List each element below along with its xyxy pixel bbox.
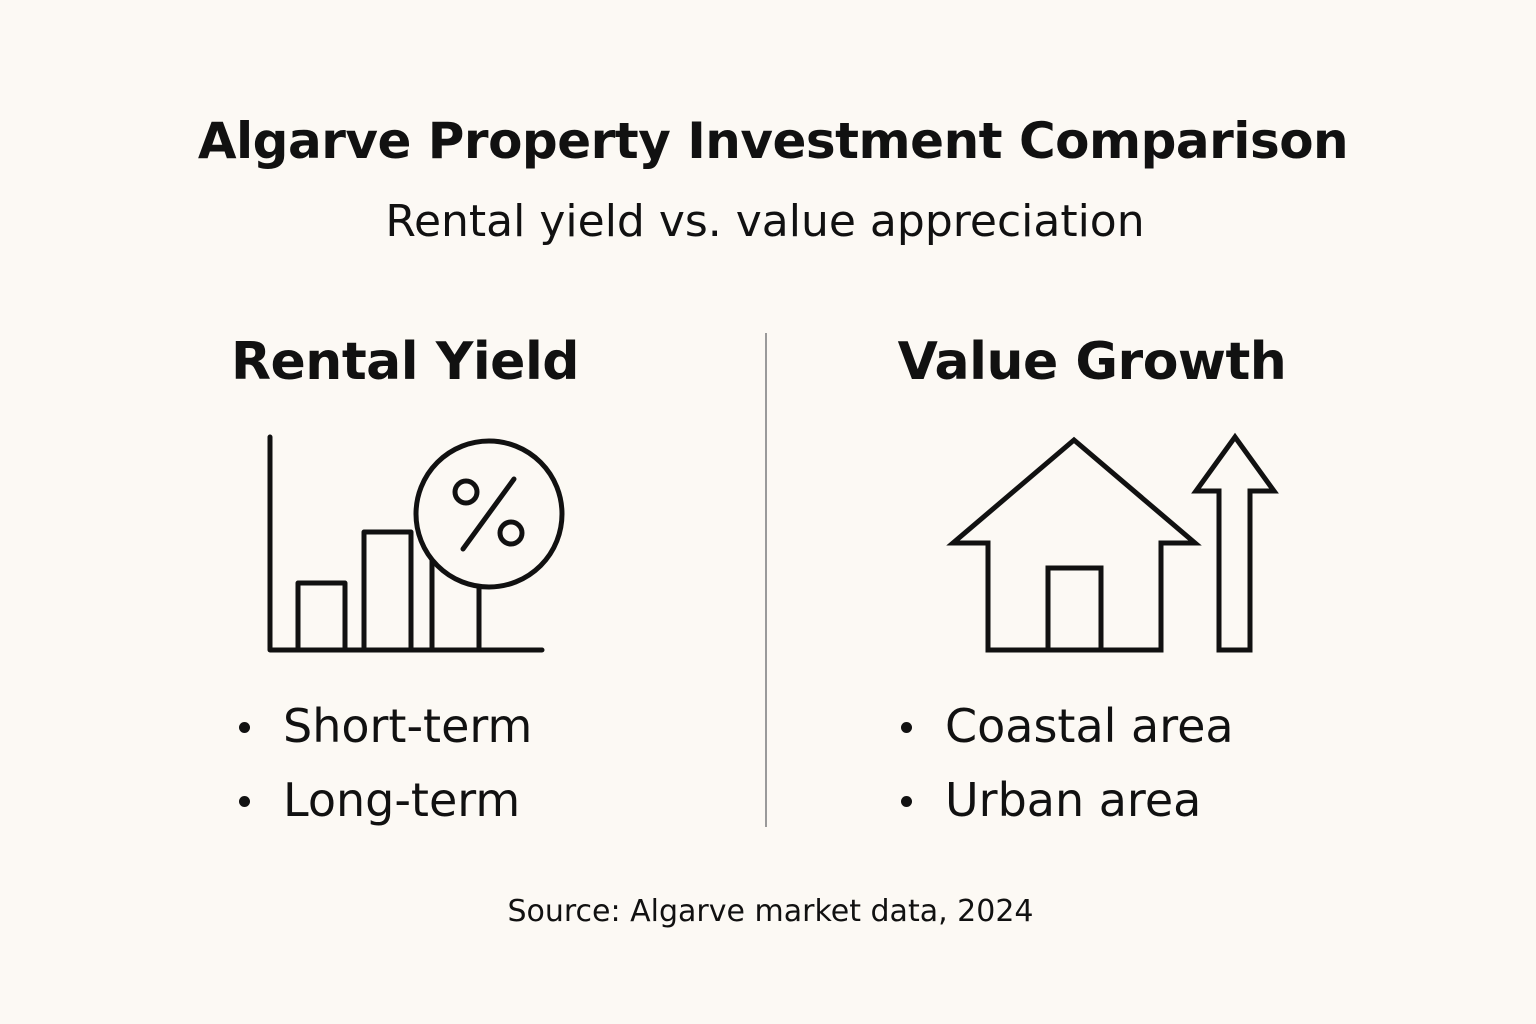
list-item-label: Long-term	[283, 773, 521, 827]
list-item: Short-term	[239, 700, 532, 774]
bullet-icon	[239, 796, 250, 807]
percent-icon	[452, 476, 525, 552]
bullet-icon	[901, 796, 912, 807]
value-growth-list: Coastal area Urban area	[901, 700, 1234, 848]
value-growth-heading: Value Growth	[897, 332, 1287, 392]
list-item-label: Short-term	[283, 699, 533, 753]
rental-yield-list: Short-term Long-term	[239, 700, 532, 848]
list-item: Coastal area	[901, 700, 1234, 774]
list-item: Long-term	[239, 774, 532, 848]
house-icon	[946, 436, 1202, 653]
chart-bar-1	[295, 580, 348, 653]
arrow-up-icon	[1191, 432, 1279, 653]
bar-chart-with-percent-icon	[267, 434, 565, 653]
list-item: Urban area	[901, 774, 1234, 848]
page-subtitle: Rental yield vs. value appreciation	[385, 196, 1145, 247]
door-icon	[1045, 565, 1104, 653]
source-note: Source: Algarve market data, 2024	[507, 894, 1034, 929]
bullet-icon	[239, 722, 250, 733]
house-with-up-arrow-icon	[946, 432, 1279, 653]
rental-yield-heading: Rental Yield	[231, 332, 580, 392]
chart-bar-2	[361, 529, 414, 653]
page-title: Algarve Property Investment Comparison	[197, 112, 1349, 170]
list-item-label: Urban area	[945, 773, 1202, 827]
bullet-icon	[901, 722, 912, 733]
column-divider	[765, 333, 767, 827]
list-item-label: Coastal area	[945, 699, 1234, 753]
